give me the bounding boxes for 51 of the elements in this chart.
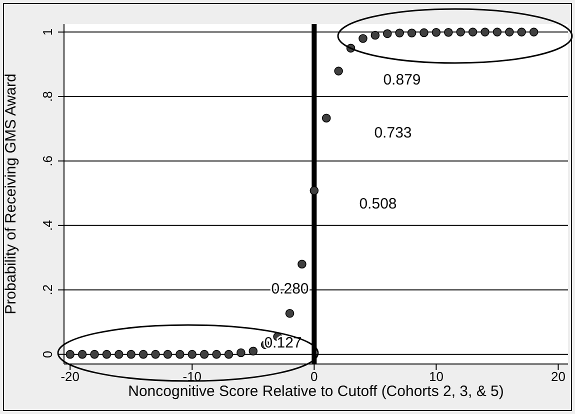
point: [334, 66, 343, 76]
point: [432, 28, 441, 37]
point: [298, 260, 306, 268]
point: [517, 28, 526, 36]
point: [102, 350, 112, 359]
point: [200, 350, 209, 359]
y-axis-title: Probability of Receiving GMS Award: [2, 74, 20, 314]
point: [236, 348, 246, 358]
y-tick-label: .2: [40, 284, 55, 296]
x-tick-label: 0: [310, 369, 318, 384]
point: [224, 350, 234, 359]
annotation: 0.733: [374, 124, 412, 142]
y-tick-label: .6: [40, 156, 55, 166]
point: [529, 28, 538, 36]
point: [176, 350, 184, 359]
point: [78, 350, 87, 359]
point: [66, 350, 74, 359]
point: [480, 28, 490, 36]
y-tick-label: .4: [40, 220, 55, 231]
point: [456, 28, 466, 36]
point: [322, 114, 331, 123]
y-tick-label: 0: [40, 350, 55, 358]
x-tick-label: 20: [551, 369, 566, 384]
point: [370, 30, 380, 40]
point: [492, 28, 502, 36]
point: [212, 350, 221, 359]
annotation: 0.879: [383, 72, 421, 88]
point: [248, 346, 258, 356]
point: [444, 28, 453, 37]
y-tick-label: 1: [40, 28, 55, 36]
point: [151, 350, 160, 359]
x-axis-title: Noncognitive Score Relative to Cutoff (Cohorts 2, 3, & 5): [128, 383, 504, 400]
point: [358, 34, 368, 43]
annotation: 0.508: [359, 196, 397, 212]
y-tick-label: .8: [40, 91, 55, 102]
point: [126, 350, 136, 359]
x-tick-label: -20: [60, 369, 80, 384]
point: [163, 350, 172, 359]
point: [188, 350, 197, 359]
point: [407, 28, 416, 38]
point: [90, 350, 99, 359]
point: [420, 28, 428, 38]
x-tick-label: 10: [428, 369, 444, 384]
point: [505, 28, 514, 36]
point: [310, 186, 319, 196]
point: [468, 28, 478, 36]
point: [382, 29, 392, 38]
point: [138, 350, 148, 359]
point: [114, 350, 124, 359]
point: [395, 28, 404, 38]
point: [285, 309, 294, 318]
